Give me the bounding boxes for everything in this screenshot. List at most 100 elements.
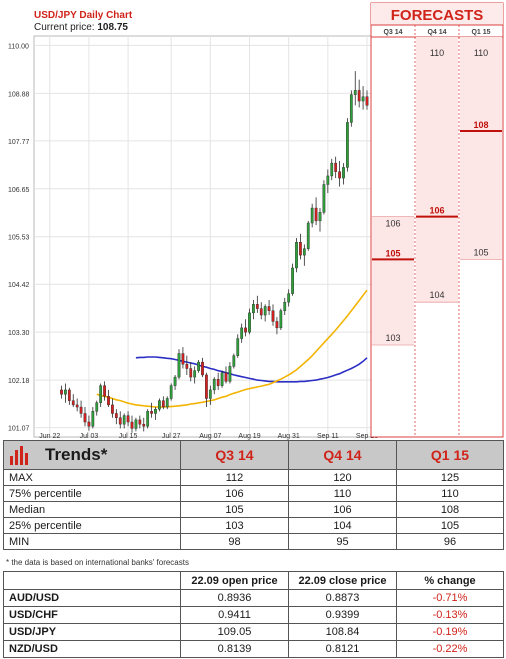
y-tick-label: 110.00 xyxy=(8,43,29,50)
fx-close: 108.84 xyxy=(288,623,397,641)
trends-row-label: Median xyxy=(3,501,181,518)
candle-body xyxy=(263,306,267,316)
candle-body xyxy=(365,96,369,106)
candle-body xyxy=(91,411,95,427)
usdjpy-daily-chart: 110.00 108.88 107.77 106.65 105.53 104.42 103.… xyxy=(8,2,504,440)
fx-close: 0.8121 xyxy=(288,640,397,658)
forecast-column-label: Q1 15 xyxy=(471,29,490,36)
candle-body xyxy=(295,242,298,269)
current-price-label: Current price: xyxy=(34,22,95,33)
fx-header-close: 22.09 close price xyxy=(288,571,397,590)
candle-body xyxy=(185,364,189,369)
candle-body xyxy=(283,301,287,311)
trends-footnote: * the data is based on international ban… xyxy=(6,558,189,567)
y-tick-label: 103.30 xyxy=(8,330,30,337)
trends-row-max: MAX 112 120 125 xyxy=(3,469,504,486)
candle-body xyxy=(134,419,138,429)
current-price: Current price: 108.75 xyxy=(34,22,128,33)
trends-cell: 125 xyxy=(396,469,504,486)
candle-body xyxy=(130,421,134,429)
candle-body xyxy=(267,306,271,311)
fx-open: 0.9411 xyxy=(180,606,289,624)
candle-body xyxy=(291,267,294,294)
x-tick-label: Jul 15 xyxy=(119,433,138,440)
forecast-p25-value: 103 xyxy=(385,333,400,343)
candle-body xyxy=(271,310,275,322)
trends-cell: 104 xyxy=(288,517,397,534)
candle-body xyxy=(87,421,91,427)
x-tick-label: Sep 23 xyxy=(356,433,378,440)
moving-average-long xyxy=(135,356,368,383)
trends-cell: 106 xyxy=(288,501,397,518)
candle-body xyxy=(357,90,361,102)
x-tick-label: Aug 07 xyxy=(199,433,221,440)
fx-row-audusd: AUD/USD 0.8936 0.8873 -0.71% xyxy=(3,589,504,607)
candle-body xyxy=(111,404,114,414)
fx-change: -0.19% xyxy=(396,623,504,641)
trends-row-p25: 25% percentile 103 104 105 xyxy=(3,517,504,534)
trends-table: Trends* Q3 14 Q4 14 Q1 15 MAX 112 120 12… xyxy=(3,440,504,550)
fx-open: 0.8936 xyxy=(180,589,289,607)
fx-row-usdjpy: USD/JPY 109.05 108.84 -0.19% xyxy=(3,623,504,641)
x-tick-label: Jul 27 xyxy=(162,433,181,440)
trends-col-q4: Q4 14 xyxy=(288,440,397,470)
trends-row-median: Median 105 106 108 xyxy=(3,501,504,518)
candle-body xyxy=(314,207,318,222)
x-tick-label: Sep 11 xyxy=(317,433,339,440)
candle-body xyxy=(342,167,345,179)
trends-header-row: Trends* Q3 14 Q4 14 Q1 15 xyxy=(3,440,504,470)
candle-body xyxy=(71,400,75,406)
candle-body xyxy=(236,338,240,356)
bar-chart-icon xyxy=(10,446,28,465)
trends-cell: 105 xyxy=(396,517,504,534)
fx-change: -0.71% xyxy=(396,589,504,607)
trends-row-min: MIN 98 95 96 xyxy=(3,533,504,550)
fx-change: -0.13% xyxy=(396,606,504,624)
fx-open: 109.05 xyxy=(180,623,289,641)
forecast-p25-value: 105 xyxy=(473,247,488,257)
candle-body xyxy=(126,415,130,423)
trends-cell: 96 xyxy=(396,533,504,550)
candle-body xyxy=(173,376,177,386)
candle-body xyxy=(330,162,334,177)
candle-body xyxy=(79,406,83,414)
candle-body xyxy=(161,400,165,408)
trends-cell: 108 xyxy=(396,501,504,518)
trends-cell: 103 xyxy=(180,517,289,534)
candle-body xyxy=(259,308,263,316)
trends-cell: 120 xyxy=(288,469,397,486)
trends-title-cell: Trends* xyxy=(3,440,181,470)
trends-row-label: 75% percentile xyxy=(3,485,181,502)
candle-body xyxy=(216,379,220,386)
forecast-title: FORECASTS xyxy=(391,7,484,24)
candle-body xyxy=(306,222,310,249)
candle-body xyxy=(146,411,150,427)
candle-body xyxy=(83,413,87,423)
trends-cell: 106 xyxy=(180,485,289,502)
candle-body xyxy=(189,368,193,378)
fx-row-usdchf: USD/CHF 0.9411 0.9399 -0.13% xyxy=(3,606,504,624)
candle-body xyxy=(240,327,244,339)
y-tick-label: 104.42 xyxy=(8,282,30,289)
candle-body xyxy=(201,361,204,376)
candle-body xyxy=(64,389,67,395)
candle-body xyxy=(228,366,232,382)
forecast-p75-value: 106 xyxy=(385,219,400,229)
candle-body xyxy=(287,293,291,303)
candle-body xyxy=(114,413,118,418)
candle-body xyxy=(150,411,153,414)
candle-body xyxy=(346,122,349,168)
candle-body xyxy=(107,396,110,406)
candle-body xyxy=(205,374,208,399)
trends-col-q3: Q3 14 xyxy=(180,440,289,470)
fx-pair: USD/JPY xyxy=(3,623,181,641)
candle-body xyxy=(220,372,224,386)
x-tick-label: Jun 22 xyxy=(39,433,60,440)
candle-body xyxy=(154,408,157,414)
candle-body xyxy=(310,207,314,224)
candle-body xyxy=(103,385,106,397)
fx-close: 0.8873 xyxy=(288,589,397,607)
candle-body xyxy=(353,90,357,95)
trends-row-label: 25% percentile xyxy=(3,517,181,534)
y-tick-label: 106.65 xyxy=(8,187,30,194)
